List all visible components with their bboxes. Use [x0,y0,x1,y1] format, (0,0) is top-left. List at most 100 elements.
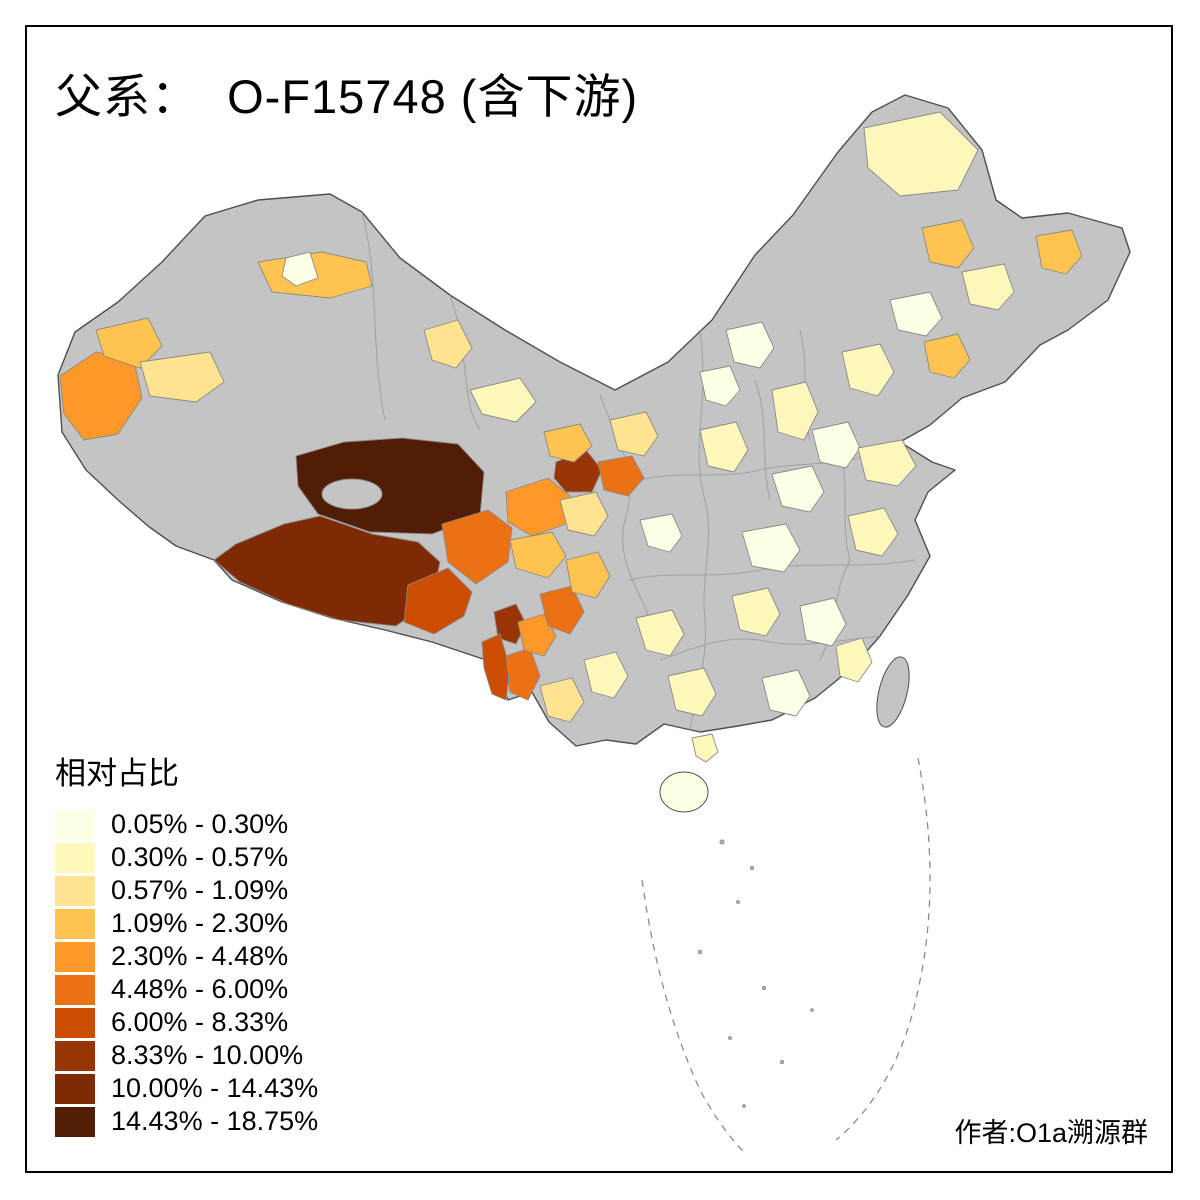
region-ningxia [609,411,659,457]
legend-label: 0.30% - 0.57% [111,842,289,872]
author-credit: 作者:O1a溯源群 [954,1118,1148,1148]
page-title: 父系： O-F15748 (含下游) [55,70,639,123]
region-chamdo [403,567,473,635]
islet [810,1008,814,1012]
region-qinghai-lake-gap [321,478,383,510]
region-hunan [731,587,781,637]
legend-item: 14.43% - 18.75% [55,1106,318,1137]
legend-swatch [55,908,95,939]
region-ili [95,317,163,369]
region-jilin-east [1035,229,1083,275]
legend-swatch [55,809,95,840]
region-songyuan [961,263,1015,311]
region-liaoning [923,333,971,379]
islet [761,985,767,991]
region-nujiang [481,633,511,701]
legend-item: 1.09% - 2.30% [55,908,318,939]
region-leizhou [691,733,719,763]
region-shandong [857,439,917,487]
legend-swatch [55,1040,95,1071]
region-north-patch-1 [725,321,775,369]
region-hebei-south [811,421,861,469]
region-fujian-coast [835,637,873,683]
region-yunnan-east [583,651,629,699]
region-kashgar [59,351,143,441]
legend-label: 10.00% - 14.43% [111,1073,319,1103]
region-guangdong [761,669,811,717]
region-yunnan-center [539,677,585,723]
dash-line-east [835,757,931,1141]
region-taiwan [876,656,910,728]
south-sea-dash-line [641,757,931,1153]
islet [779,1059,785,1065]
region-aksu [139,351,225,403]
border-line [659,635,881,661]
region-guangxi [667,667,717,717]
legend-label: 6.00% - 8.33% [111,1007,289,1037]
legend-item: 8.33% - 10.00% [55,1040,318,1071]
legend-item: 0.30% - 0.57% [55,842,318,873]
legend-label: 14.43% - 18.75% [111,1106,319,1136]
region-neimeng-east [889,291,943,337]
border-line [449,294,481,431]
south-sea-islets [697,839,814,1108]
legend-label: 8.33% - 10.00% [111,1040,304,1070]
region-longnan [597,455,645,497]
region-henan [771,465,825,513]
legend-label: 4.48% - 6.00% [111,974,289,1004]
legend-label: 2.30% - 4.48% [111,941,289,971]
legend-swatch [55,974,95,1005]
islet [736,900,740,904]
legend-swatch [55,875,95,906]
legend-label: 0.57% - 1.09% [111,875,289,905]
region-shanxi [771,381,819,441]
legend-swatch [55,1106,95,1137]
islet [749,865,755,871]
region-gansu-mid [543,423,593,463]
region-gansu-south [559,491,609,537]
border-line [361,211,386,421]
dash-line-west [641,879,745,1153]
legend-swatch [55,1007,95,1038]
legend-label: 0.05% - 0.30% [111,809,289,839]
border-line [629,559,916,581]
region-liangshan [539,585,585,635]
region-tibet [213,515,441,627]
legend-swatch [55,842,95,873]
region-heilongjiang-pale [863,111,979,197]
legend-title: 相对占比 [55,756,179,791]
region-shaanxi-mid [699,421,749,473]
region-hainan [659,771,709,813]
border-line [754,379,771,501]
region-jiangxi [799,597,847,647]
region-anhui [847,507,899,557]
islet [742,1104,746,1108]
legend-label: 1.09% - 2.30% [111,908,289,938]
region-chongqing [639,513,683,553]
region-north-xinjiang-pale [281,251,319,287]
legend-item: 6.00% - 8.33% [55,1007,318,1038]
colored-regions [59,111,1083,763]
legend-item: 0.05% - 0.30% [55,809,318,840]
region-lijiang [517,613,557,657]
islet [719,839,725,845]
legend-item: 10.00% - 14.43% [55,1073,318,1104]
region-garze-east [509,531,567,579]
region-guizhou-west [635,609,685,657]
region-liangshan-east [565,551,611,599]
mainland-outline [57,94,1131,747]
region-north-patch-2 [699,365,741,407]
islet [728,1036,732,1040]
region-hubei [741,523,801,573]
region-garze [441,509,513,585]
legend: 相对占比 0.05% - 0.30% 0.30% - 0.57% 0.57% -… [55,748,318,1139]
border-line [639,441,906,481]
legend-item: 0.57% - 1.09% [55,875,318,906]
region-beijing-hebei [841,343,895,397]
legend-item: 2.30% - 4.48% [55,941,318,972]
legend-swatch [55,941,95,972]
region-gansu-west [469,377,537,423]
region-hami [423,319,473,369]
